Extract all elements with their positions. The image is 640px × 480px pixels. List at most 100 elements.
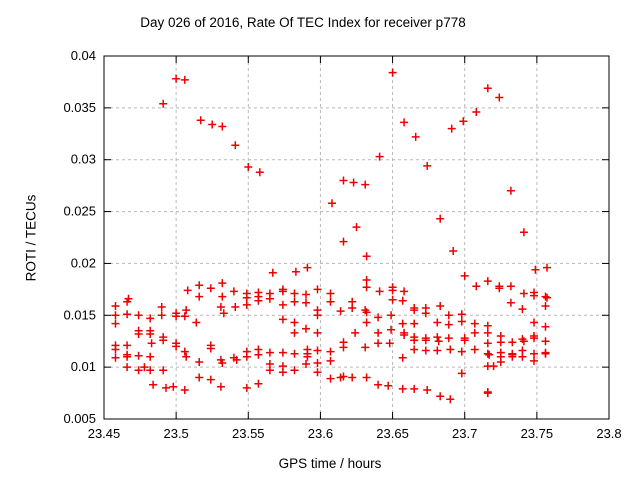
data-point: [242, 293, 251, 302]
data-point: [339, 372, 348, 381]
data-point: [436, 302, 445, 310]
data-point: [172, 342, 181, 351]
data-point: [123, 310, 132, 319]
data-point: [388, 286, 397, 295]
data-point: [303, 263, 312, 272]
data-point: [489, 362, 498, 371]
data-point: [123, 352, 132, 361]
data-point: [436, 214, 445, 223]
data-point: [483, 84, 492, 93]
data-point: [362, 252, 371, 261]
y-tick-label: 0.015: [63, 307, 96, 322]
data-point: [302, 290, 310, 299]
data-point: [313, 359, 322, 367]
data-point: [111, 302, 120, 310]
data-point: [361, 343, 370, 352]
data-point: [375, 287, 384, 296]
data-point: [326, 356, 335, 365]
data-point: [410, 384, 419, 393]
data-point: [195, 281, 204, 290]
data-point: [483, 321, 492, 330]
data-point: [459, 117, 468, 126]
data-point: [531, 265, 540, 274]
data-point: [444, 334, 453, 343]
y-tick-label: 0.025: [63, 204, 96, 219]
data-point: [157, 303, 166, 311]
data-point: [206, 284, 215, 293]
data-point: [398, 353, 407, 362]
data-point: [111, 353, 120, 362]
data-point: [410, 336, 419, 345]
data-point: [218, 279, 227, 288]
data-point: [362, 373, 371, 382]
data-point: [457, 310, 466, 319]
data-point: [328, 199, 336, 208]
data-point: [111, 319, 120, 328]
data-point: [348, 304, 357, 312]
data-point: [384, 381, 393, 390]
data-point: [433, 346, 442, 355]
data-point: [483, 277, 492, 286]
y-tick-label: 0.005: [63, 411, 96, 426]
data-point: [495, 93, 504, 102]
data-point: [229, 287, 238, 296]
data-point: [146, 352, 155, 361]
data-point: [149, 380, 158, 389]
data-point: [541, 302, 550, 310]
data-point: [362, 283, 371, 292]
data-point: [339, 237, 348, 246]
data-point: [290, 318, 299, 327]
data-point: [196, 116, 205, 125]
data-point: [278, 300, 287, 309]
data-point: [457, 317, 466, 326]
data-point: [530, 291, 538, 300]
data-point: [206, 375, 215, 384]
data-point: [472, 108, 481, 116]
data-point: [433, 333, 442, 342]
data-point: [195, 373, 204, 382]
data-point: [111, 311, 120, 320]
data-point: [444, 320, 453, 329]
data-point: [410, 306, 419, 315]
data-point: [123, 297, 132, 306]
data-point: [192, 318, 201, 327]
data-point: [134, 351, 143, 360]
data-point: [423, 161, 432, 170]
data-point: [140, 363, 149, 372]
data-point: [123, 363, 132, 372]
data-point: [265, 294, 274, 303]
data-point: [183, 286, 192, 295]
data-point: [159, 99, 168, 108]
data-point: [530, 356, 538, 365]
data-point: [242, 383, 251, 392]
data-point: [313, 285, 322, 294]
data-point: [470, 319, 479, 328]
data-point: [506, 282, 515, 291]
data-point: [218, 359, 227, 367]
data-point: [290, 349, 299, 358]
data-point: [483, 339, 492, 348]
data-point: [303, 352, 312, 361]
data-point: [206, 344, 215, 353]
data-point: [231, 303, 240, 311]
data-point: [180, 312, 189, 321]
data-point: [374, 339, 383, 348]
x-tick-label: 23.6: [308, 426, 333, 441]
data-point: [374, 313, 383, 322]
data-point: [208, 120, 217, 129]
data-point: [483, 328, 492, 337]
data-point: [483, 388, 492, 396]
data-point: [388, 295, 397, 304]
data-point: [302, 360, 310, 368]
data-point: [362, 318, 371, 327]
data-point: [530, 349, 538, 358]
data-point: [218, 292, 227, 301]
data-point: [172, 74, 181, 83]
data-point: [530, 334, 538, 343]
plot-border: [103, 55, 610, 420]
data-point: [470, 328, 479, 337]
data-point: [265, 366, 274, 375]
data-point: [278, 348, 287, 357]
data-point: [387, 325, 396, 334]
